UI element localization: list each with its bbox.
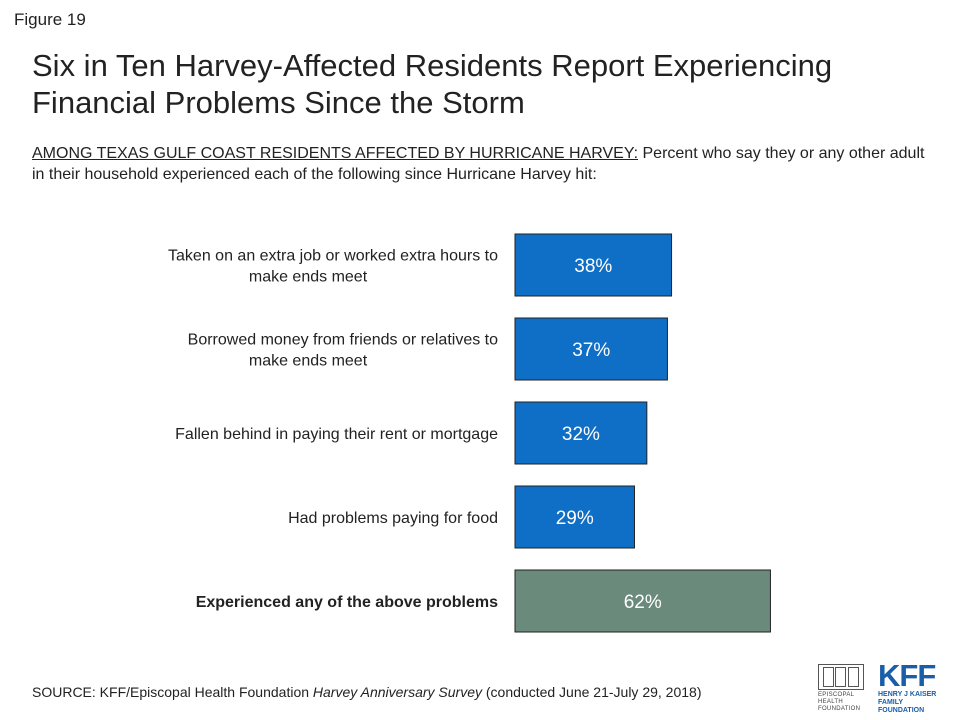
bar-3 <box>514 485 635 549</box>
category-label-3: Had problems paying for food <box>288 510 498 527</box>
subtitle-lead: AMONG TEXAS GULF COAST RESIDENTS AFFECTE… <box>32 145 639 162</box>
ehf-logo-text: EPISCOPAL HEALTH FOUNDATION <box>818 692 861 712</box>
kff-logo: KFF HENRY J KAISER FAMILY FOUNDATION <box>878 660 948 715</box>
category-label-2: Fallen behind in paying their rent or mo… <box>175 426 498 443</box>
source-prefix: SOURCE: KFF/Episcopal Health Foundation <box>32 684 313 700</box>
figure-label: Figure 19 <box>14 10 86 29</box>
category-label-1: Borrowed money from friends or relatives… <box>188 332 498 370</box>
bar-2 <box>514 401 648 465</box>
bar-value-label-0: 38% <box>574 256 612 277</box>
bar-4 <box>514 569 771 633</box>
subtitle-rest: Percent who say they or any other adult … <box>32 145 925 183</box>
bar-1 <box>514 317 668 381</box>
chart-subtitle: AMONG TEXAS GULF COAST RESIDENTS AFFECTE… <box>32 143 932 185</box>
bar-value-label-4: 62% <box>624 592 662 613</box>
kff-logo-text: HENRY J KAISER FAMILY FOUNDATION <box>878 691 937 714</box>
source-note: SOURCE: KFF/Episcopal Health Foundation … <box>32 684 701 700</box>
bar-value-label-1: 37% <box>572 340 610 361</box>
source-survey: Harvey Anniversary Survey <box>312 684 482 700</box>
ehf-logo-mark-icon <box>818 664 864 690</box>
episcopal-health-foundation-logo: EPISCOPAL HEALTH FOUNDATION <box>818 664 872 713</box>
kff-logo-mark: KFF <box>878 658 936 693</box>
bar-value-label-2: 32% <box>562 424 600 445</box>
bar-value-label-3: 29% <box>556 508 594 529</box>
category-label-4: Experienced any of the above problems <box>196 594 498 611</box>
chart-title: Six in Ten Harvey-Affected Residents Rep… <box>32 48 833 120</box>
source-suffix: (conducted June 21-July 29, 2018) <box>482 684 702 700</box>
bar-0 <box>514 233 673 297</box>
category-label-0: Taken on an extra job or worked extra ho… <box>168 248 498 286</box>
